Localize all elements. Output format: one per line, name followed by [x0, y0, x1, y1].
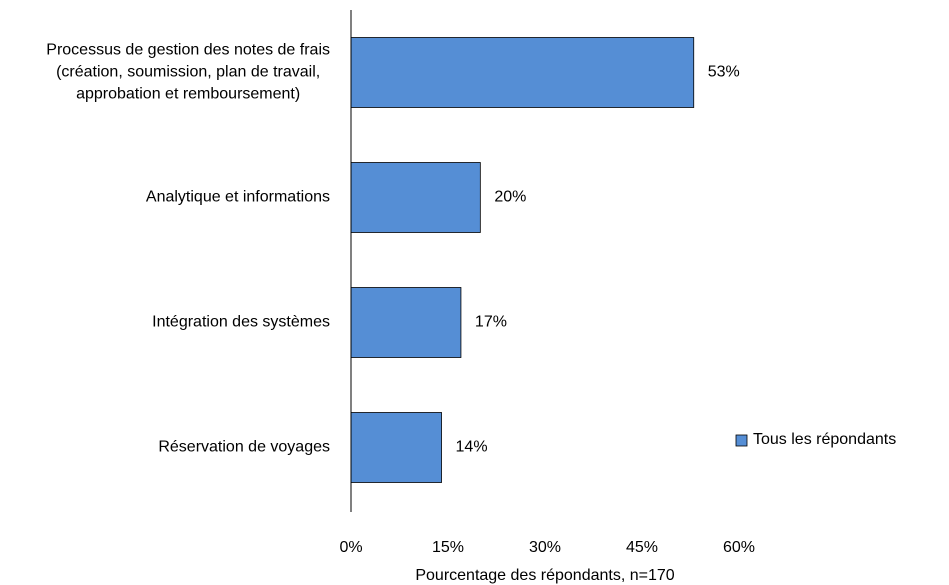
data-label: 14%	[456, 439, 488, 456]
x-tick-label: 15%	[432, 539, 464, 556]
data-label: 53%	[708, 64, 740, 81]
x-tick-label: 60%	[723, 539, 755, 556]
bar	[350, 162, 481, 233]
bar	[350, 412, 442, 483]
y-tick-label: Analytique et informations	[146, 189, 330, 206]
x-axis-title: Pourcentage des répondants, n=170	[415, 567, 674, 584]
data-label: 20%	[494, 189, 526, 206]
legend-swatch	[735, 434, 748, 447]
data-label: 17%	[475, 314, 507, 331]
x-tick-label: 30%	[529, 539, 561, 556]
y-tick-label: Intégration des systèmes	[152, 314, 330, 331]
bar	[350, 37, 695, 108]
x-tick-label: 45%	[626, 539, 658, 556]
x-tick-label: 0%	[339, 539, 362, 556]
legend-label: Tous les répondants	[753, 431, 896, 448]
bar	[350, 287, 462, 358]
y-tick-label: Réservation de voyages	[158, 439, 330, 456]
y-tick-label: Processus de gestion des notes de frais(…	[46, 42, 330, 103]
